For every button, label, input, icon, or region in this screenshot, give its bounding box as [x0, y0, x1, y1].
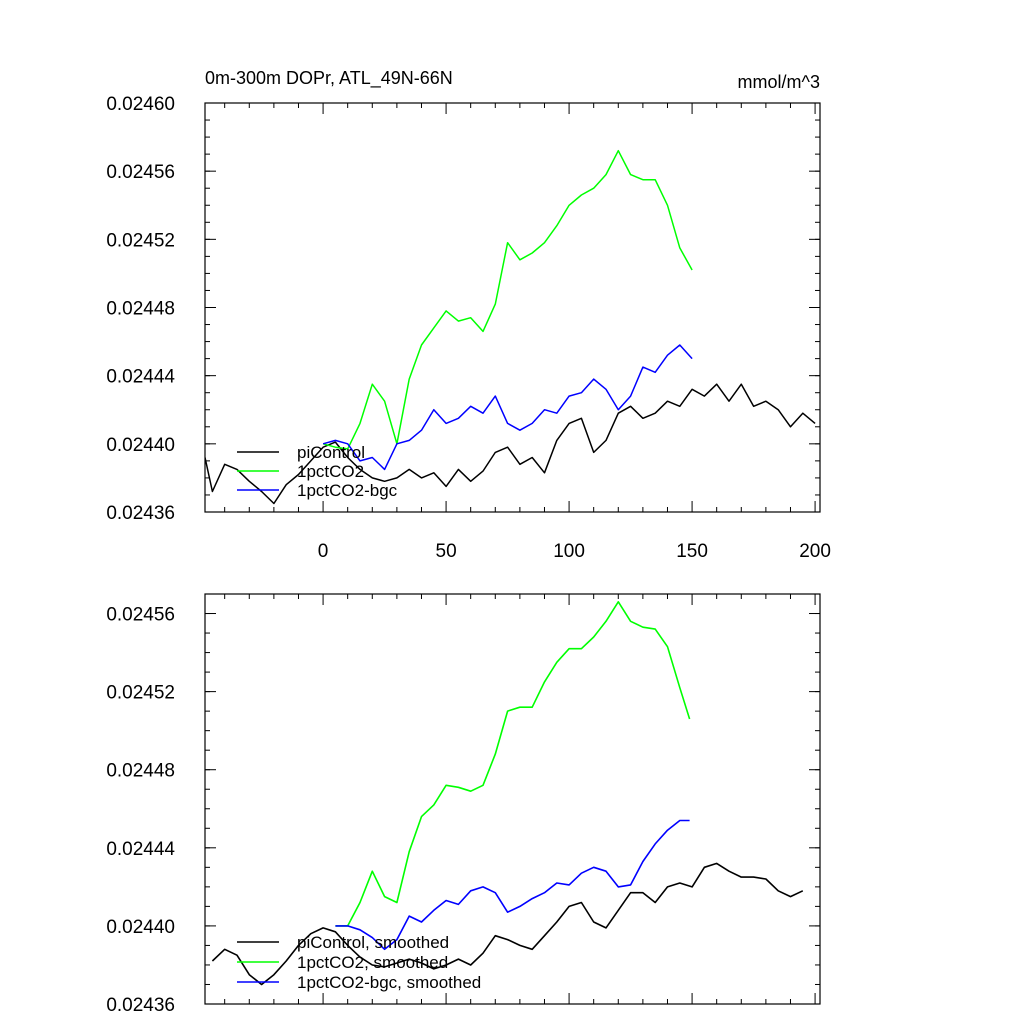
bottom-series-picontrol-smoothed — [211, 862, 804, 986]
top-legend-label-1pctco2-bgc: 1pctCO2-bgc — [297, 481, 398, 500]
bottom-series-group — [211, 600, 804, 986]
top-x-tick-label: 200 — [799, 541, 831, 562]
bottom-y-tick-label: 0.02436 — [106, 995, 175, 1016]
bottom-legend-label-picontrol-smoothed: piControl, smoothed — [297, 933, 449, 952]
bottom-y-tick-label: 0.02448 — [106, 761, 175, 782]
top-legend-label-1pctco2: 1pctCO2 — [297, 462, 364, 481]
bottom-chart-plot: 0.02436 0.02440 0.02444 0.02448 0.02452 0.024… — [106, 593, 821, 1016]
top-y-tick-label: 0.02444 — [106, 367, 175, 388]
top-series-1pctco2 — [322, 149, 693, 450]
bottom-legend-label-1pctco2-smoothed: 1pctCO2, smoothed — [297, 953, 448, 972]
top-series-1pctco2-bgc — [322, 344, 693, 471]
bottom-y-tick-label: 0.02456 — [106, 605, 175, 626]
top-y-tick-label: 0.02456 — [106, 162, 175, 183]
top-series-group — [205, 149, 816, 505]
top-x-tick-label: 50 — [436, 541, 457, 562]
top-series-picontrol — [205, 383, 816, 505]
top-x-tick-label: 150 — [676, 541, 708, 562]
bottom-series-1pctco2-smoothed — [335, 600, 691, 927]
top-chart-plot: 0 50 100 150 200 0.02436 0.02440 0.02444 0.02448… — [106, 94, 831, 562]
bottom-y-tick-label: 0.02452 — [106, 683, 175, 704]
top-legend-label-picontrol: piControl — [297, 443, 365, 462]
top-y-tick-label: 0.02436 — [106, 503, 175, 524]
bottom-y-tick-label: 0.02444 — [106, 839, 175, 860]
bottom-y-tick-label: 0.02440 — [106, 917, 175, 938]
top-y-tick-label: 0.02460 — [106, 94, 175, 115]
top-chart-units: mmol/m^3 — [738, 72, 820, 92]
bottom-legend-label-1pctco2-bgc-smoothed: 1pctCO2-bgc, smoothed — [297, 973, 481, 992]
top-y-tick-label: 0.02440 — [106, 435, 175, 456]
bottom-series-1pctco2-bgc-smoothed — [335, 819, 690, 951]
top-chart-title: 0m-300m DOPr, ATL_49N-66N — [205, 68, 453, 89]
top-y-tick-label: 0.02452 — [106, 230, 175, 251]
top-y-tick-label: 0.02448 — [106, 299, 175, 320]
top-x-tick-label: 0 — [318, 541, 329, 562]
bottom-chart-frame — [204, 593, 821, 1005]
top-x-tick-label: 100 — [553, 541, 585, 562]
